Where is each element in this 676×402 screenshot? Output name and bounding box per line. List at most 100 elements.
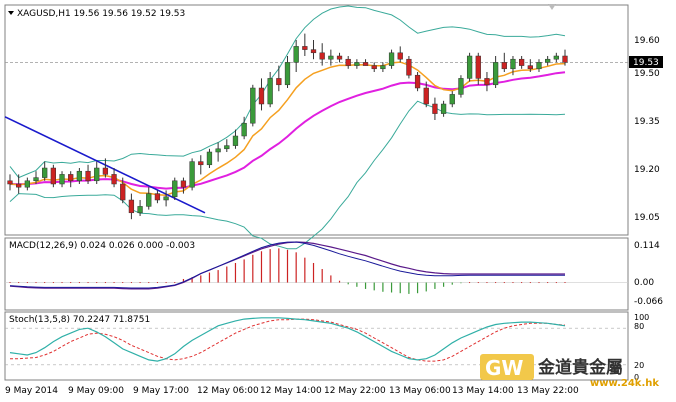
candle-body (406, 58, 412, 76)
time-axis: 9 May 2014 9 May 09:00 9 May 17:00 12 Ma… (5, 386, 579, 396)
stoch-tick: 80 (634, 322, 644, 331)
bollinger-upper-line (9, 5, 566, 179)
candle-body (423, 87, 429, 105)
stoch-axis: 100 80 20 0 (634, 313, 649, 382)
candle-body (76, 170, 83, 182)
candle-body (189, 161, 195, 188)
current-price-label: 19.53 (629, 56, 663, 68)
time-label: 12 May 22:00 (324, 386, 386, 396)
candle-body (432, 103, 438, 114)
stoch-signal-line (10, 318, 566, 362)
time-label: 9 May 17:00 (133, 386, 189, 396)
candle-body (284, 62, 291, 86)
company-url: www.24k.hk (590, 378, 659, 389)
candle-body (50, 167, 56, 185)
candle-body (492, 62, 499, 86)
price-tick: 19.20 (634, 165, 660, 175)
candle-body (137, 206, 143, 214)
candle-body (302, 46, 308, 50)
candle-body (258, 87, 265, 105)
candle-body (250, 87, 256, 124)
time-label: 13 May 22:00 (517, 386, 579, 396)
candle-body (154, 193, 161, 201)
stoch-plot (5, 317, 628, 366)
candle-body (371, 65, 377, 70)
price-axis: 19.60 19.50 19.35 19.20 19.05 (634, 36, 660, 223)
watermark-logo: GW 金道貴金屬 www.24k.hk (480, 354, 659, 389)
candle-body (163, 196, 169, 201)
stoch-tick: 20 (634, 361, 644, 370)
candle-body (102, 167, 109, 175)
candle-body (146, 193, 152, 207)
candle-body (449, 94, 455, 105)
candle-body (7, 180, 13, 185)
candle-body (172, 180, 178, 198)
logo-mark (480, 354, 534, 380)
candle-body (180, 180, 187, 188)
candle-body (16, 183, 22, 188)
candle-body (120, 183, 126, 201)
candle-body (232, 135, 239, 146)
price-tick: 19.05 (634, 213, 660, 223)
macd-main-line (9, 241, 565, 289)
candle-body (224, 145, 230, 150)
bollinger-lower-line (9, 100, 566, 250)
time-label: 12 May 06:00 (197, 386, 259, 396)
candle-body (562, 55, 568, 63)
macd-signal-line (9, 241, 565, 290)
candle-body (267, 78, 273, 105)
time-label: 13 May 06:00 (389, 386, 451, 396)
candle-body (475, 55, 481, 79)
candle-body (380, 65, 386, 70)
candle-body (519, 58, 525, 66)
candle-body (466, 55, 473, 79)
candle-body (319, 52, 325, 60)
candle-body (293, 46, 299, 63)
stoch-main-line (9, 317, 566, 362)
candle-body (527, 65, 533, 70)
candle-body (501, 62, 507, 70)
candle-body (553, 55, 559, 60)
candle-body (68, 174, 74, 182)
price-tick: 19.50 (634, 69, 660, 79)
candle-body (397, 52, 403, 60)
candle-body (198, 161, 204, 166)
price-tick: 19.60 (634, 36, 660, 46)
time-label: 12 May 14:00 (260, 386, 322, 396)
dropdown-arrow-icon[interactable] (8, 11, 14, 15)
candle-body (276, 78, 282, 86)
candle-body (354, 62, 360, 66)
candle-body (42, 167, 48, 178)
current-price-text: 19.53 (633, 58, 659, 68)
candle-body (336, 55, 343, 60)
candle-body (458, 78, 464, 95)
price-tick: 19.35 (634, 117, 660, 127)
macd-tick: -0.066 (634, 297, 663, 307)
candle-body (128, 199, 135, 214)
price-plot (4, 5, 628, 250)
time-label: 13 May 14:00 (452, 386, 514, 396)
chart-shift-marker-icon[interactable] (548, 4, 556, 10)
candle-body (310, 49, 317, 54)
slow-ma-line (9, 71, 566, 190)
candle-body (414, 74, 421, 89)
candle-body (345, 58, 351, 66)
candle-body (33, 177, 39, 182)
candle-body (59, 174, 65, 185)
time-label: 9 May 09:00 (68, 386, 124, 396)
candle-body (206, 151, 213, 166)
candle-body (388, 52, 395, 66)
macd-axis: 0.114 0.00 -0.066 (634, 241, 663, 307)
candle-body (440, 103, 447, 114)
company-name: 金道貴金屬 (537, 357, 623, 378)
symbol-header: XAGUSD,H1 19.56 19.56 19.52 19.53 (17, 9, 185, 19)
candle-body (111, 174, 117, 185)
macd-tick: 0.114 (634, 241, 660, 251)
stoch-header: Stoch(13,5,8) 70.2247 71.8751 (9, 315, 150, 325)
candle-body (328, 55, 334, 60)
macd-plot (5, 241, 628, 294)
macd-header: MACD(12,26,9) 0.024 0.026 0.000 -0.003 (9, 241, 195, 251)
candle-body (215, 148, 221, 153)
price-pane-frame (4, 4, 629, 236)
